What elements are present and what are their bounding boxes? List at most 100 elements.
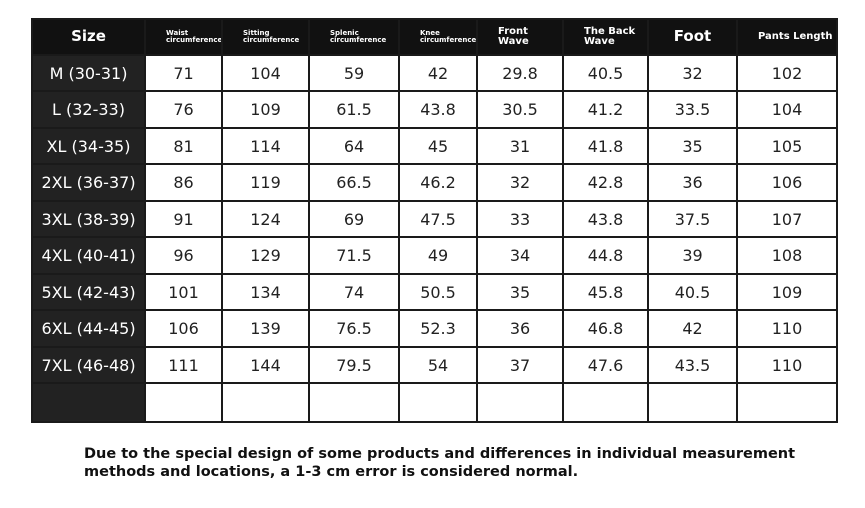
measurement-cell: 109 — [221, 90, 310, 129]
header-waist: Waist circumference — [144, 18, 223, 56]
empty-cell — [144, 382, 223, 423]
measurement-cell: 36 — [647, 163, 738, 202]
measurement-cell: 41.8 — [562, 126, 649, 166]
measurement-cell: 110 — [736, 345, 838, 385]
table-row: M (30-31) 71 104 59 42 29.8 40.5 32 102 — [31, 53, 838, 93]
measurement-cell: 40.5 — [647, 272, 738, 312]
table-row: 6XL (44-45) 106 139 76.5 52.3 36 46.8 42 110 — [31, 309, 838, 348]
size-cell: 6XL (44-45) — [31, 309, 146, 348]
table-row: 7XL (46-48) 111 144 79.5 54 37 47.6 43.5 110 — [31, 345, 838, 385]
measurement-cell: 105 — [736, 126, 838, 166]
measurement-cell: 91 — [144, 199, 223, 239]
measurement-cell: 111 — [144, 345, 223, 385]
measurement-cell: 104 — [736, 90, 838, 129]
measurement-cell: 43.5 — [647, 345, 738, 385]
measurement-cell: 71.5 — [308, 236, 400, 275]
measurement-cell: 129 — [221, 236, 310, 275]
measurement-cell: 139 — [221, 309, 310, 348]
measurement-cell: 96 — [144, 236, 223, 275]
measurement-cell: 106 — [144, 309, 223, 348]
measurement-cell: 104 — [221, 53, 310, 93]
header-sitting: Sitting circumference — [221, 18, 310, 56]
header-knee: Knee circumference — [398, 18, 478, 56]
measurement-cell: 66.5 — [308, 163, 400, 202]
measurement-cell: 71 — [144, 53, 223, 93]
header-pants-length: Pants Length — [736, 18, 838, 56]
measurement-cell: 86 — [144, 163, 223, 202]
empty-cell — [308, 382, 400, 423]
empty-row — [31, 382, 838, 423]
measurement-cell: 47.6 — [562, 345, 649, 385]
measurement-cell: 108 — [736, 236, 838, 275]
measurement-cell: 107 — [736, 199, 838, 239]
size-cell: XL (34-35) — [31, 126, 146, 166]
measurement-cell: 76.5 — [308, 309, 400, 348]
measurement-cell: 61.5 — [308, 90, 400, 129]
measurement-cell: 81 — [144, 126, 223, 166]
header-foot: Foot — [647, 18, 738, 56]
measurement-cell: 50.5 — [398, 272, 478, 312]
empty-cell — [31, 382, 146, 423]
measurement-cell: 43.8 — [398, 90, 478, 129]
empty-cell — [476, 382, 564, 423]
measurement-cell: 30.5 — [476, 90, 564, 129]
table-body: M (30-31) 71 104 59 42 29.8 40.5 32 102 L (32-33)… — [31, 53, 838, 423]
measurement-cell: 52.3 — [398, 309, 478, 348]
measurement-cell: 69 — [308, 199, 400, 239]
measurement-cell: 134 — [221, 272, 310, 312]
measurement-cell: 46.8 — [562, 309, 649, 348]
header-splenic: Splenic circumference — [308, 18, 400, 56]
measurement-cell: 37.5 — [647, 199, 738, 239]
measurement-cell: 32 — [476, 163, 564, 202]
measurement-cell: 119 — [221, 163, 310, 202]
table-row: L (32-33) 76 109 61.5 43.8 30.5 41.2 33.5 104 — [31, 90, 838, 129]
size-cell: 7XL (46-48) — [31, 345, 146, 385]
table-row: XL (34-35) 81 114 64 45 31 41.8 35 105 — [31, 126, 838, 166]
size-cell: 2XL (36-37) — [31, 163, 146, 202]
measurement-cell: 49 — [398, 236, 478, 275]
measurement-cell: 124 — [221, 199, 310, 239]
size-cell: L (32-33) — [31, 90, 146, 129]
measurement-cell: 54 — [398, 345, 478, 385]
measurement-cell: 42 — [647, 309, 738, 348]
table-row: 2XL (36-37) 86 119 66.5 46.2 32 42.8 36 106 — [31, 163, 838, 202]
measurement-cell: 45 — [398, 126, 478, 166]
measurement-cell: 36 — [476, 309, 564, 348]
empty-cell — [647, 382, 738, 423]
measurement-cell: 144 — [221, 345, 310, 385]
measurement-cell: 76 — [144, 90, 223, 129]
measurement-cell: 45.8 — [562, 272, 649, 312]
size-cell: M (30-31) — [31, 53, 146, 93]
measurement-cell: 33 — [476, 199, 564, 239]
measurement-cell: 109 — [736, 272, 838, 312]
empty-cell — [398, 382, 478, 423]
measurement-cell: 41.2 — [562, 90, 649, 129]
measurement-cell: 74 — [308, 272, 400, 312]
measurement-cell: 101 — [144, 272, 223, 312]
empty-cell — [221, 382, 310, 423]
measurement-cell: 59 — [308, 53, 400, 93]
measurement-cell: 79.5 — [308, 345, 400, 385]
table-row: 3XL (38-39) 91 124 69 47.5 33 43.8 37.5 107 — [31, 199, 838, 239]
header-size: Size — [31, 18, 146, 56]
size-cell: 3XL (38-39) — [31, 199, 146, 239]
measurement-cell: 46.2 — [398, 163, 478, 202]
header-back-wave: The Back Wave — [562, 18, 649, 56]
empty-cell — [736, 382, 838, 423]
size-chart-table: Size Waist circumference Sitting circumf… — [31, 18, 838, 423]
measurement-cell: 29.8 — [476, 53, 564, 93]
measurement-cell: 106 — [736, 163, 838, 202]
measurement-cell: 64 — [308, 126, 400, 166]
measurement-cell: 40.5 — [562, 53, 649, 93]
measurement-cell: 33.5 — [647, 90, 738, 129]
size-cell: 4XL (40-41) — [31, 236, 146, 275]
measurement-cell: 114 — [221, 126, 310, 166]
size-cell: 5XL (42-43) — [31, 272, 146, 312]
table-row: 5XL (42-43) 101 134 74 50.5 35 45.8 40.5 109 — [31, 272, 838, 312]
measurement-cell: 44.8 — [562, 236, 649, 275]
measurement-cell: 35 — [647, 126, 738, 166]
header-front-wave: Front Wave — [476, 18, 564, 56]
measurement-cell: 34 — [476, 236, 564, 275]
measurement-note: Due to the special design of some produc… — [84, 446, 796, 480]
measurement-cell: 37 — [476, 345, 564, 385]
